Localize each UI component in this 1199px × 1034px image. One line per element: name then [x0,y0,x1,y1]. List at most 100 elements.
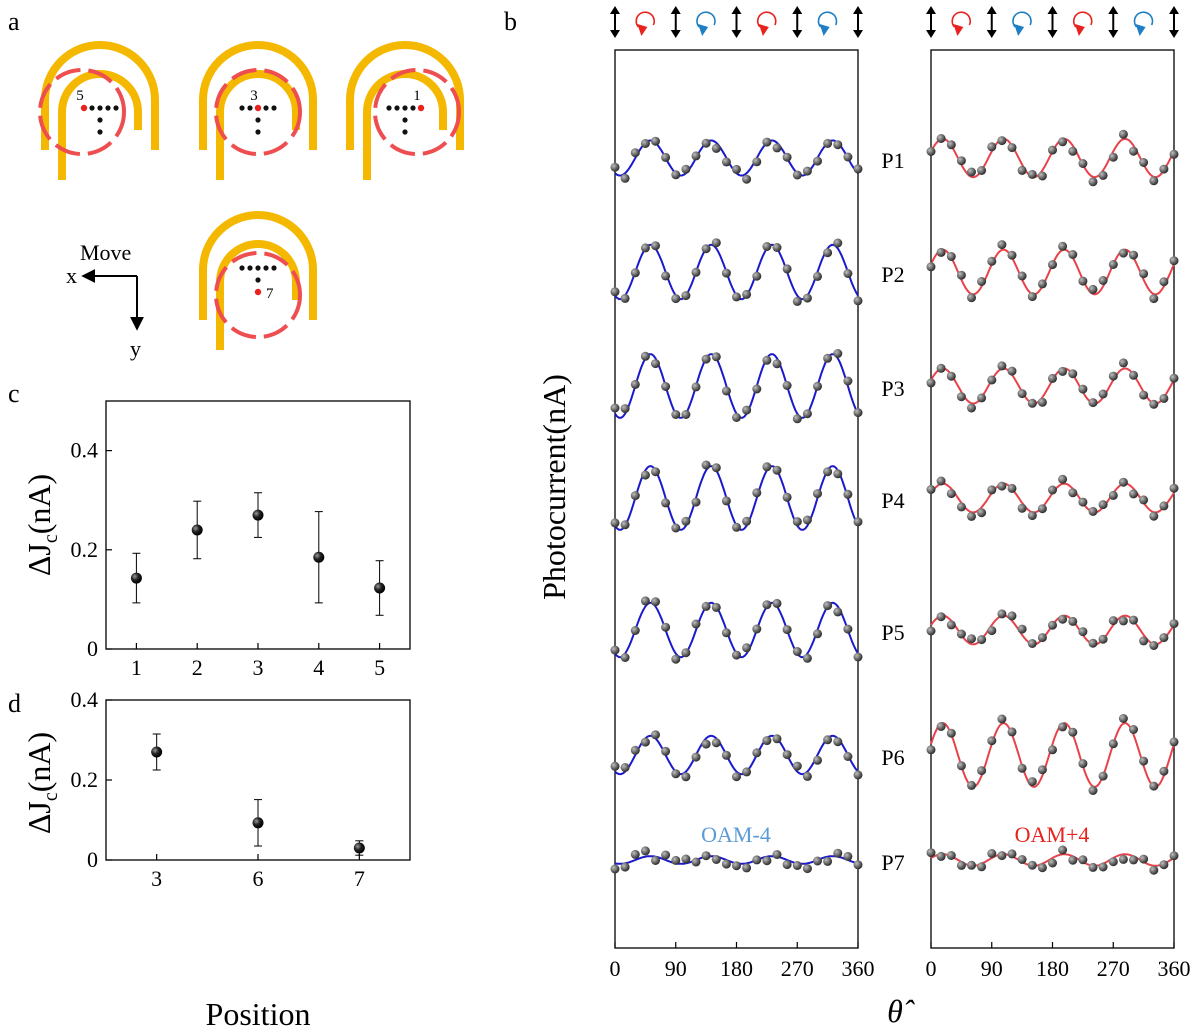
array-dot [402,117,408,123]
fit-curve-p6 [614,734,859,776]
data-point [691,151,701,161]
data-point [732,772,741,782]
panel-c-data-point [313,551,325,563]
fit-curve-p5 [614,601,859,659]
data-point [721,750,731,760]
data-point [1139,158,1149,167]
rotation-arrow-icon [1014,24,1025,36]
panel-b-xtick-label: 0 [610,956,621,981]
data-point [691,497,701,507]
data-point [1169,373,1179,383]
data-point [1017,271,1027,281]
panel-c-xtick-label: 4 [313,655,324,680]
data-point [1149,176,1159,186]
rotation-arrow-icon [1135,24,1146,36]
data-point [620,404,630,414]
data-point [1149,399,1159,409]
arrow-down-icon [1108,30,1119,38]
data-point [701,244,711,254]
data-point [792,296,802,306]
panel-b-xlabel: θ̂ [887,993,915,1029]
data-point [1007,849,1017,859]
beam-circle [214,251,302,339]
x-axis-label: x [66,263,77,288]
panel-d-ytick-label: 0.4 [71,687,99,712]
data-point [701,601,711,611]
data-point [762,355,772,365]
panel-d-xtick-label: 3 [151,866,162,891]
data-point [1007,611,1017,621]
panel-c-data-point [191,524,203,536]
data-point [1027,860,1037,870]
inner-arch [216,70,300,180]
arrow-up-icon [926,6,936,14]
data-point [853,517,863,527]
data-point [752,488,762,498]
panel-d-xtick-label: 6 [253,866,264,891]
data-point [792,861,802,870]
data-point [1108,152,1118,162]
panel-b-xtick-label: 90 [981,956,1003,981]
data-point [772,359,782,369]
data-point [1058,845,1068,855]
data-point [956,502,966,512]
data-point [640,737,650,747]
data-point [853,296,863,306]
panel-d-xlabel: Position [206,996,311,1032]
selected-dot [80,104,88,112]
rotation-arrow-icon [637,24,648,36]
data-point [681,291,691,301]
data-point [1007,250,1017,260]
data-point [1169,256,1179,266]
data-point [1058,722,1068,732]
data-point [651,136,660,146]
data-point [752,271,762,281]
data-point [823,138,833,148]
data-point [762,856,772,866]
data-point [853,860,863,870]
data-point [1118,248,1128,258]
panel-label-d: d [8,689,21,718]
array-dot [255,265,261,271]
panel-a-schematic: 5 3 1 7 [38,41,464,350]
data-point [1017,624,1027,634]
data-point [977,862,987,872]
series-label-oam-minus-4: OAM-4 [701,822,771,847]
data-point [956,392,966,402]
array-dot [394,105,400,111]
arrow-up-icon [853,6,863,14]
data-point [1027,292,1037,302]
data-point [946,140,956,150]
data-point [782,381,792,390]
data-point [1129,250,1138,260]
data-point [813,755,822,765]
data-point [1037,171,1047,181]
data-point [620,520,630,530]
beam-circle [214,68,302,156]
data-point [610,761,620,771]
data-point [1118,129,1128,139]
data-point [853,652,863,662]
panel-label-b: b [504,7,517,36]
data-point [843,624,853,634]
data-point [620,763,630,772]
data-point [833,349,843,358]
data-point [671,294,681,304]
arrow-down-icon [610,30,620,38]
data-point [813,156,822,166]
array-dot [113,105,119,111]
data-point [823,467,833,477]
rotation-arrow-icon [698,24,709,36]
arrow-down-icon [926,30,936,38]
data-point [651,730,660,740]
data-point [843,152,853,162]
panel-c-ylabel: ΔJc(nA) [21,474,62,576]
data-point [721,268,731,278]
data-point [997,851,1007,861]
data-point [1149,781,1159,791]
data-point [967,403,976,413]
data-point [997,240,1007,250]
data-point [1129,370,1138,380]
data-point [1149,865,1159,875]
circular-polarization-icon [1133,11,1154,28]
